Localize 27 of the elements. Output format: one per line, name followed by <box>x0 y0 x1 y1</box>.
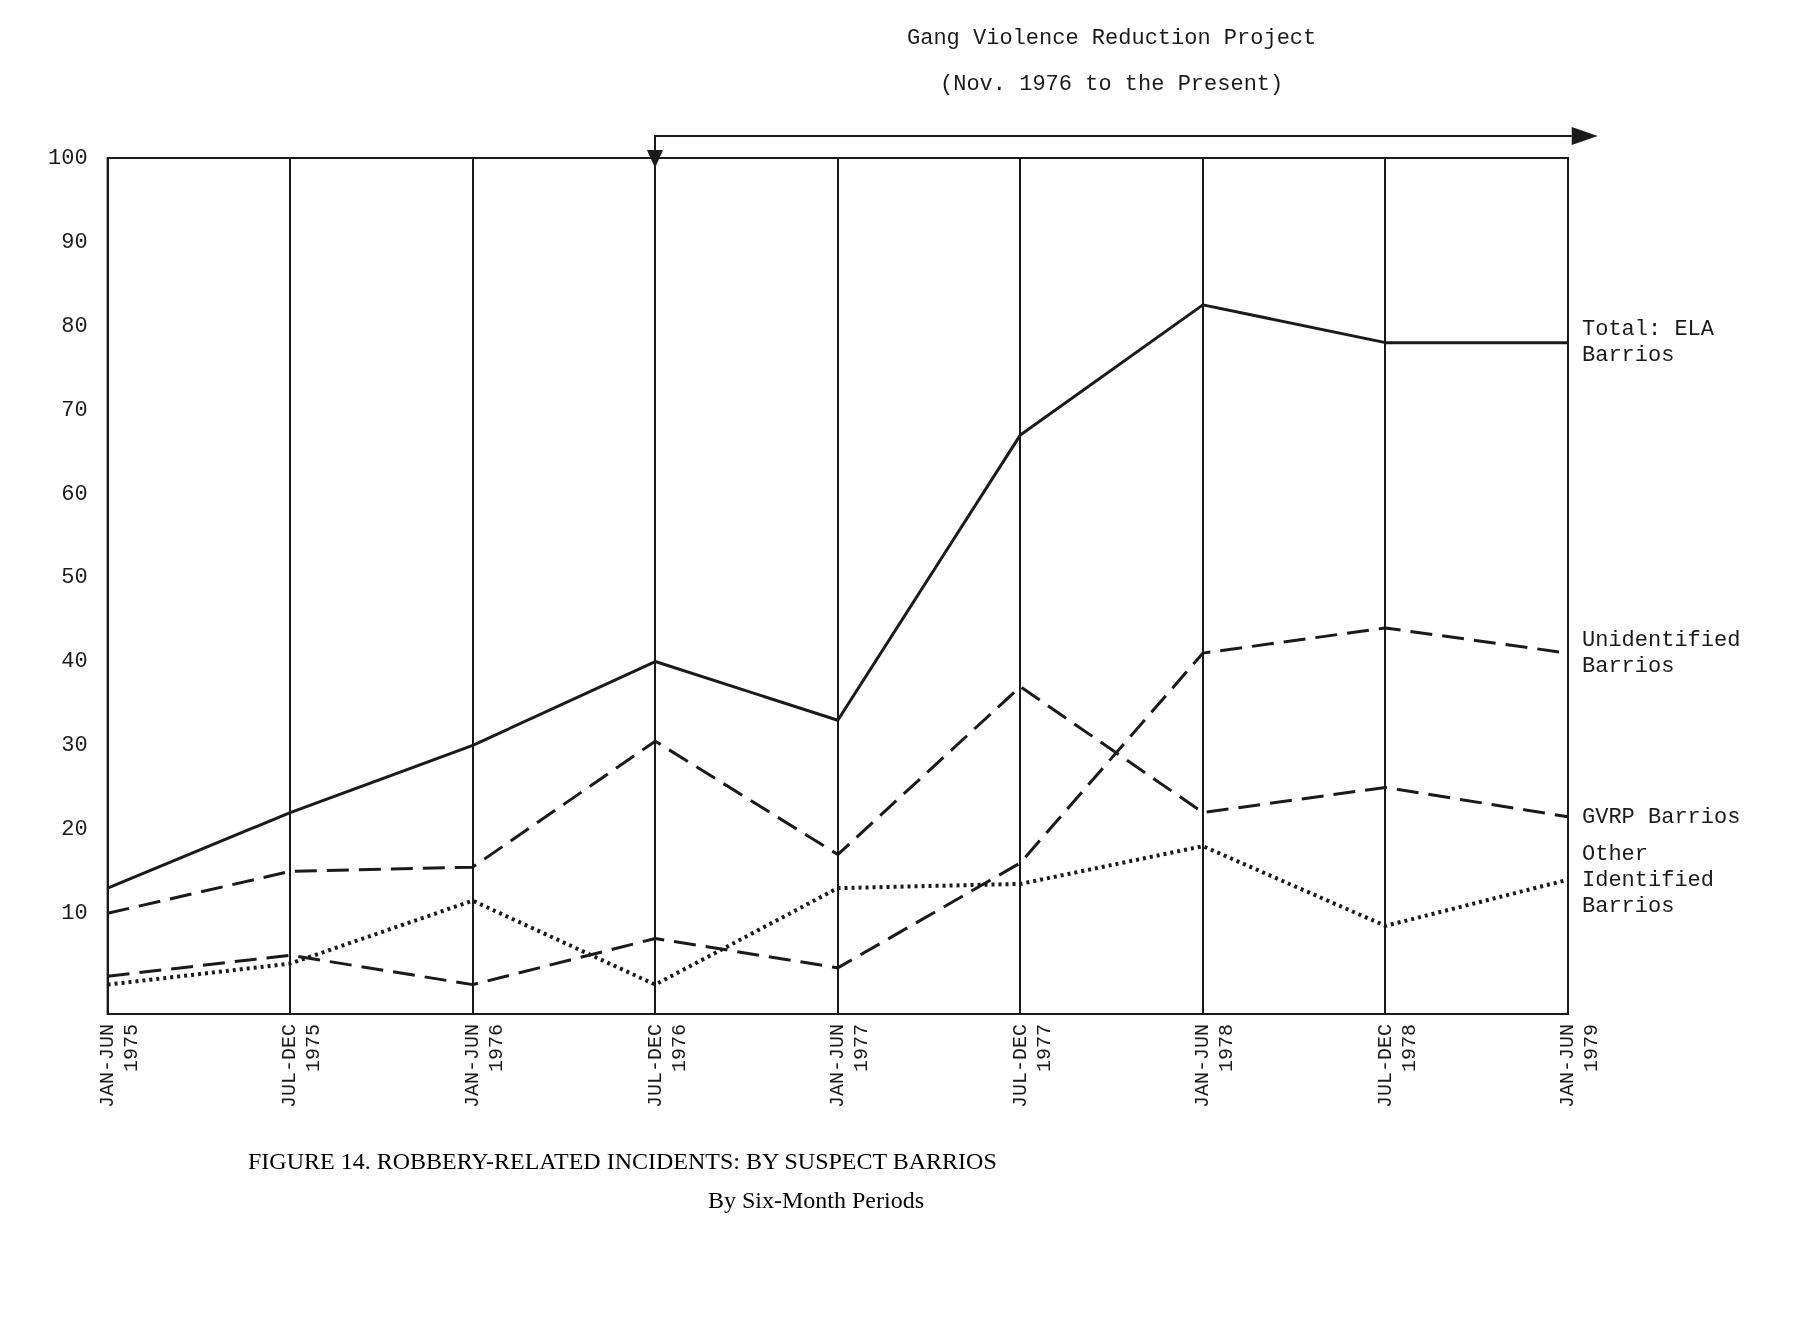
x-tick-label: JAN-JUN 1975 <box>95 1023 143 1108</box>
x-tick-label: JAN-JUN 1977 <box>826 1023 874 1108</box>
text: (Nov. 1976 to the Present) <box>939 71 1284 97</box>
y-tick-label: 20 <box>61 817 88 843</box>
x-tick-label: JUL-DEC 1978 <box>1373 1023 1421 1108</box>
x-tick-label: JAN-JUN 1979 <box>1556 1023 1604 1108</box>
text: FIGURE 14. ROBBERY-RELATED INCIDENTS: BY SUSPECT BARRIOS <box>248 1148 998 1175</box>
y-tick-label: 30 <box>61 733 88 759</box>
series-label: Other Identified Barrios <box>1582 841 1715 919</box>
y-tick-label: 80 <box>61 313 88 339</box>
x-tick-label: JAN-JUN 1978 <box>1191 1023 1239 1108</box>
y-tick-label: 50 <box>61 565 88 591</box>
y-tick-label: 60 <box>61 481 88 507</box>
series-label: GVRP Barrios <box>1582 804 1741 830</box>
y-tick-label: 100 <box>48 145 88 171</box>
y-tick-label: 90 <box>61 229 88 255</box>
x-tick-label: JUL-DEC 1976 <box>643 1023 691 1108</box>
text: Gang Violence Reduction Project <box>906 25 1317 51</box>
text: By Six-Month Periods <box>708 1187 926 1214</box>
y-tick-label: 10 <box>61 901 88 927</box>
y-tick-label: 40 <box>61 649 88 675</box>
x-tick-label: JUL-DEC 1975 <box>278 1023 326 1108</box>
series-label: Total: ELA Barrios <box>1582 317 1715 369</box>
x-tick-label: JAN-JUN 1976 <box>461 1023 508 1108</box>
x-tick-label: JUL-DEC 1977 <box>1008 1023 1056 1108</box>
series-label: Unidentified Barrios <box>1582 627 1741 679</box>
y-tick-label: 70 <box>61 397 88 423</box>
